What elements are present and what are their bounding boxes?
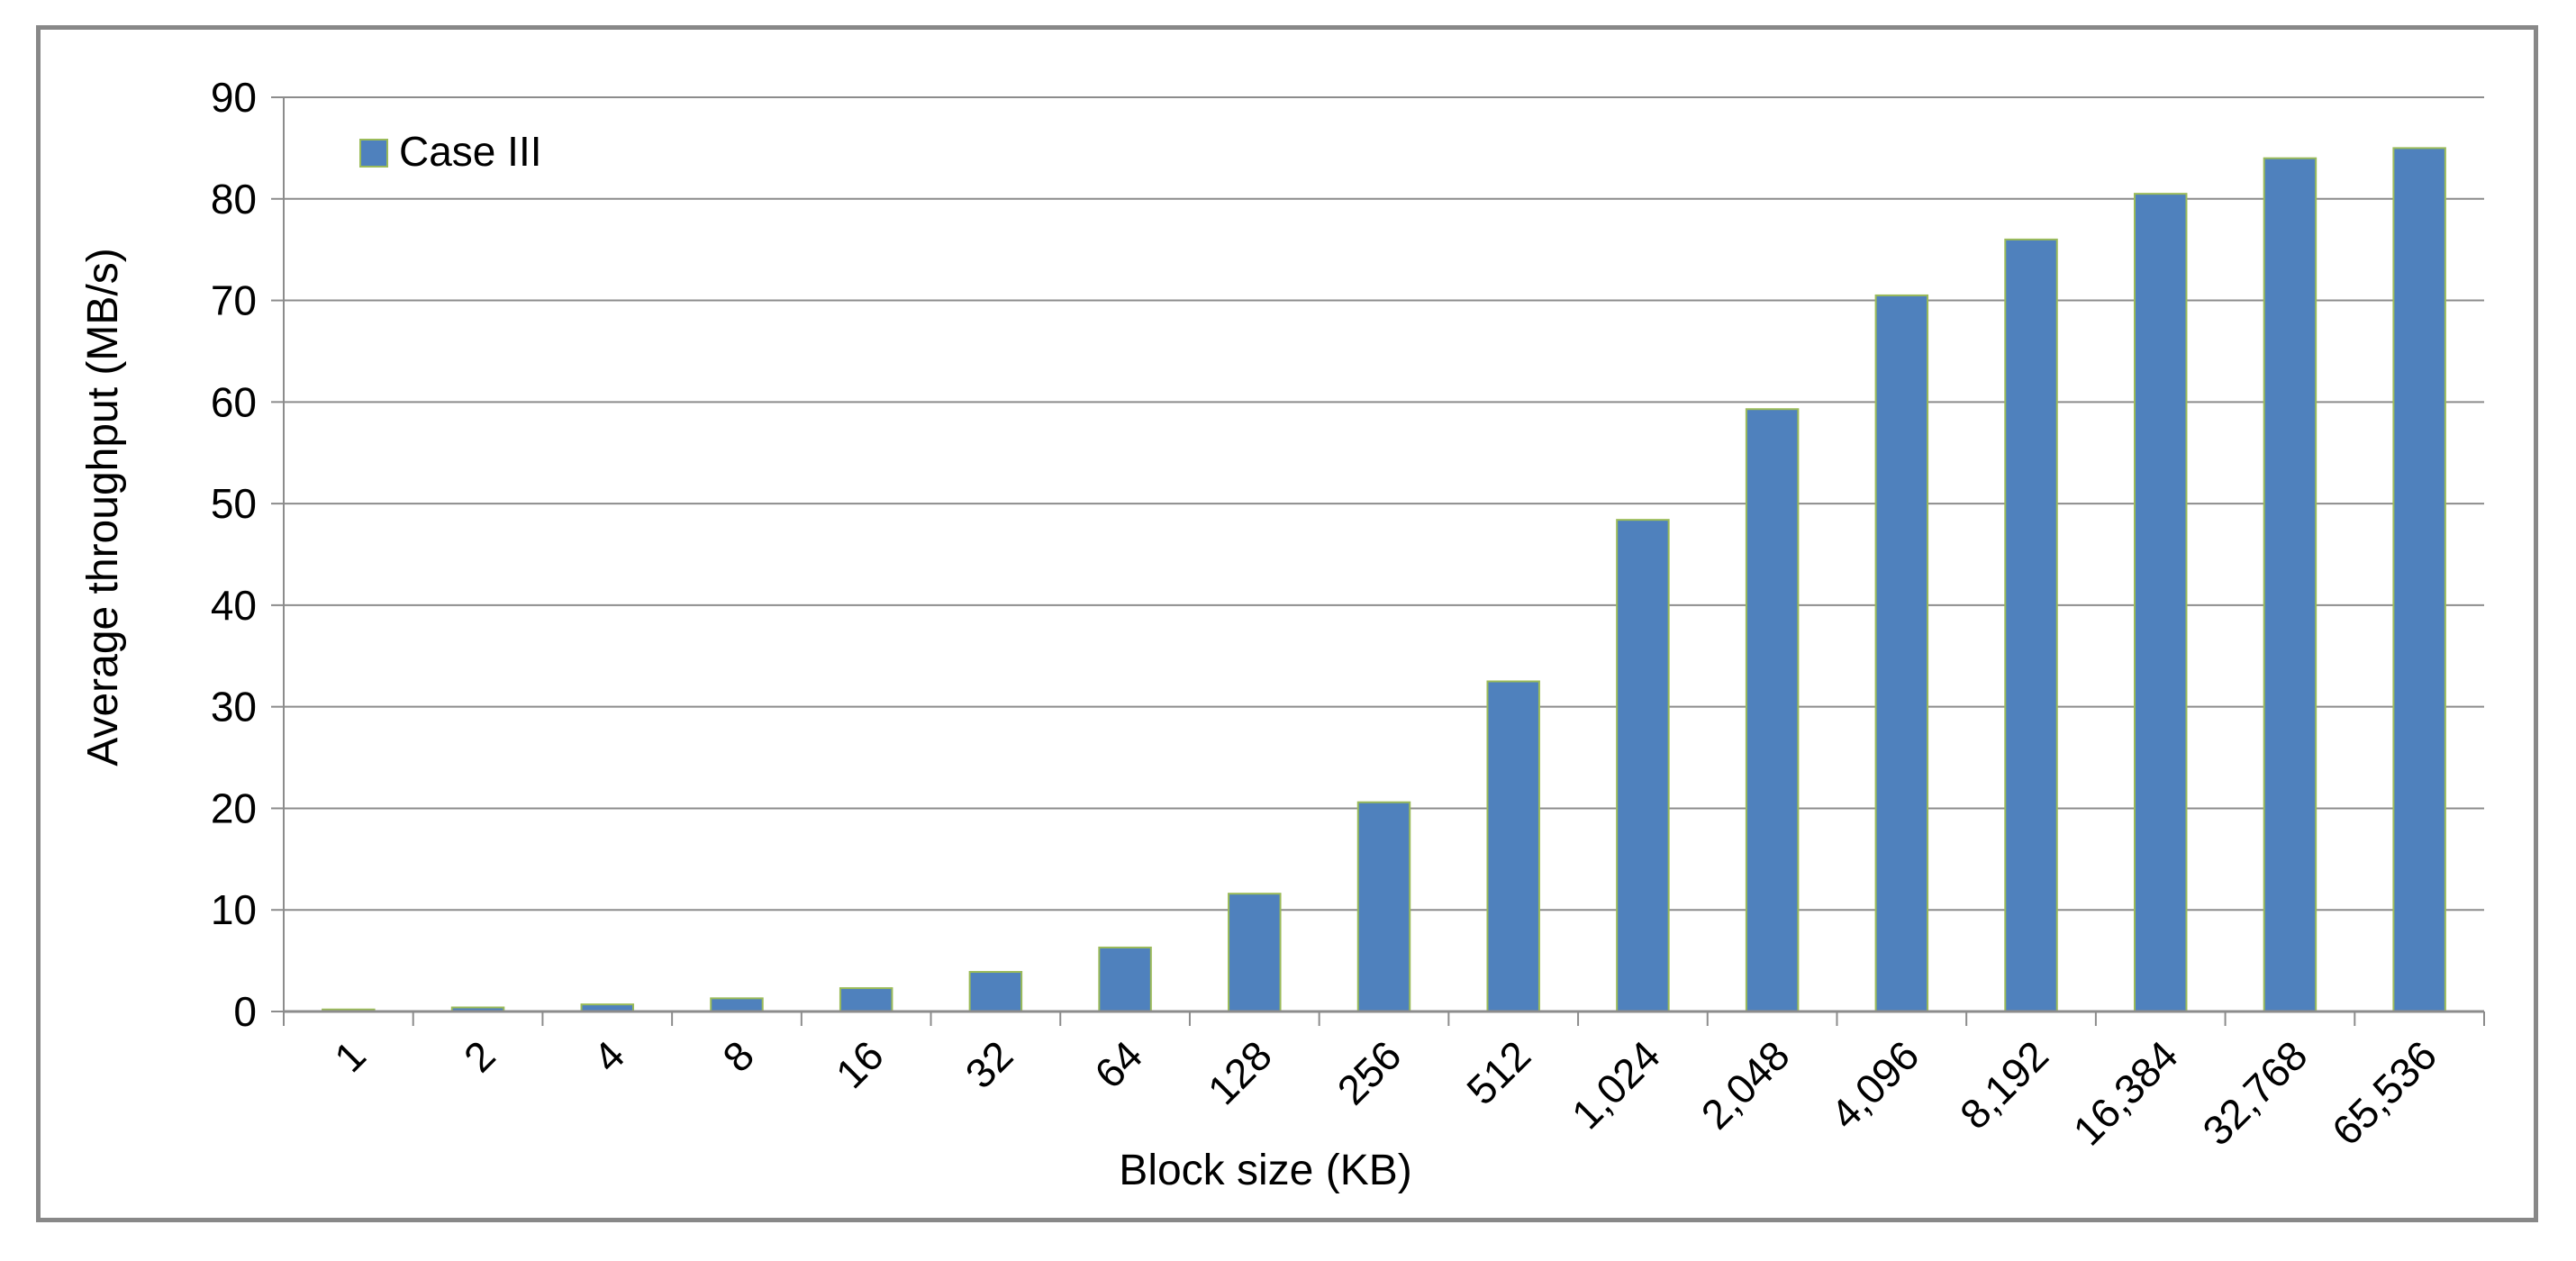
bar <box>2263 157 2317 1012</box>
x-tick-label: 32,768 <box>2193 1031 2316 1154</box>
bar <box>1874 294 1929 1012</box>
chart-frame: 0 10 20 30 40 50 60 70 80 90 1 2 4 8 16 32 64 128 256 512 1… <box>36 25 2538 1222</box>
y-tick-label: 20 <box>211 785 257 831</box>
x-tick-label: 1 <box>325 1031 375 1081</box>
x-tick-label: 8,192 <box>1951 1031 2057 1138</box>
x-tick-labels: 1 2 4 8 16 32 64 128 256 512 1,024 2,048 4,096 8,192 1… <box>325 1031 2445 1154</box>
bar <box>2133 193 2188 1012</box>
axes <box>283 97 2485 1026</box>
x-tick-label: 2,048 <box>1692 1031 1799 1138</box>
y-tick-label: 10 <box>211 886 257 933</box>
bar <box>1616 519 1670 1012</box>
y-tick-label: 30 <box>211 684 257 730</box>
y-tick-label: 40 <box>211 582 257 629</box>
bar <box>1745 408 1800 1012</box>
bar <box>839 987 893 1013</box>
y-tick-label: 60 <box>211 378 257 425</box>
bar <box>1098 946 1152 1013</box>
x-tick-label: 512 <box>1457 1031 1539 1113</box>
bar <box>968 971 1023 1013</box>
x-tick-label: 8 <box>713 1031 763 1081</box>
legend-label: Case III <box>399 128 542 175</box>
x-tick-label: 16,384 <box>2064 1031 2187 1154</box>
x-tick-label: 1,024 <box>1563 1031 1669 1138</box>
x-tick-label: 64 <box>1085 1031 1151 1097</box>
gridlines <box>271 96 2484 1012</box>
x-tick-label: 2 <box>455 1031 504 1081</box>
x-tick-label: 16 <box>827 1031 893 1097</box>
x-tick-label: 65,536 <box>2323 1031 2445 1154</box>
bar <box>710 997 764 1012</box>
y-axis-title: Average throughput (MB/s) <box>79 248 127 766</box>
y-tick-label: 80 <box>211 176 257 222</box>
bar <box>1228 893 1282 1013</box>
legend-swatch <box>359 139 388 168</box>
y-tick-labels: 0 10 20 30 40 50 60 70 80 90 <box>211 74 257 1035</box>
bar <box>2004 238 2058 1012</box>
bar <box>2392 147 2446 1012</box>
bar <box>1356 801 1411 1013</box>
y-tick-label: 0 <box>233 988 257 1035</box>
x-tick-label: 256 <box>1329 1031 1410 1113</box>
x-tick-label: 32 <box>956 1031 1021 1097</box>
x-axis-title: Block size (KB) <box>1119 1147 1411 1194</box>
y-tick-label: 70 <box>211 277 257 324</box>
x-tick-label: 128 <box>1199 1031 1281 1113</box>
y-tick-label: 50 <box>211 480 257 527</box>
x-tick-label: 4,096 <box>1821 1031 1927 1138</box>
legend: Case III <box>359 128 542 175</box>
bar <box>1486 680 1540 1012</box>
x-tick-label: 4 <box>584 1031 633 1081</box>
y-tick-label: 90 <box>211 74 257 121</box>
bars <box>322 147 2446 1013</box>
